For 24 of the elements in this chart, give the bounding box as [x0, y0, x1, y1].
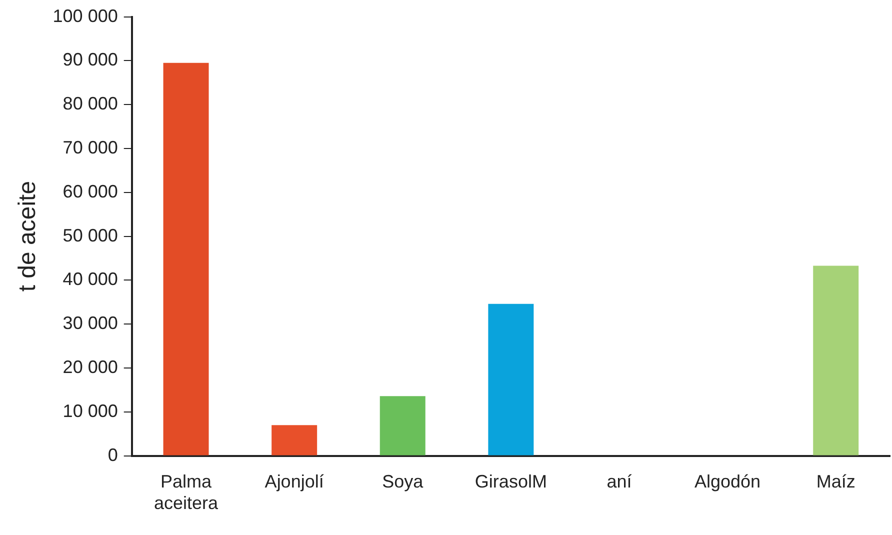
- y-tick-label: 20 000: [62, 356, 118, 377]
- y-tick-label: 100 000: [52, 6, 118, 26]
- y-tick-label: 90 000: [62, 50, 118, 70]
- x-tick-label: GirasolM: [474, 472, 547, 492]
- y-tick-label: 50 000: [62, 225, 118, 246]
- x-tick-label: Maíz: [816, 472, 856, 492]
- bar: [380, 396, 426, 456]
- bar: [163, 62, 209, 456]
- y-tick-label: 60 000: [62, 181, 118, 202]
- y-tick-label: 30 000: [62, 313, 118, 334]
- y-tick-label: 80 000: [62, 94, 118, 114]
- bar: [488, 304, 534, 456]
- bar: [813, 266, 859, 456]
- y-tick-label: 10 000: [62, 400, 118, 421]
- x-tick-label: Ajonjolí: [264, 472, 324, 492]
- x-tick-label: aní: [606, 472, 632, 492]
- x-tick-label: Soya: [382, 472, 424, 492]
- y-tick-label: 40 000: [62, 269, 118, 290]
- y-axis-title: t de aceite: [14, 180, 42, 292]
- y-tick-label: 70 000: [62, 137, 118, 158]
- bar: [272, 425, 318, 456]
- x-tick-label: Palma aceitera: [154, 472, 220, 514]
- y-tick-label: 0: [108, 444, 118, 465]
- x-tick-label: Algodón: [694, 472, 761, 492]
